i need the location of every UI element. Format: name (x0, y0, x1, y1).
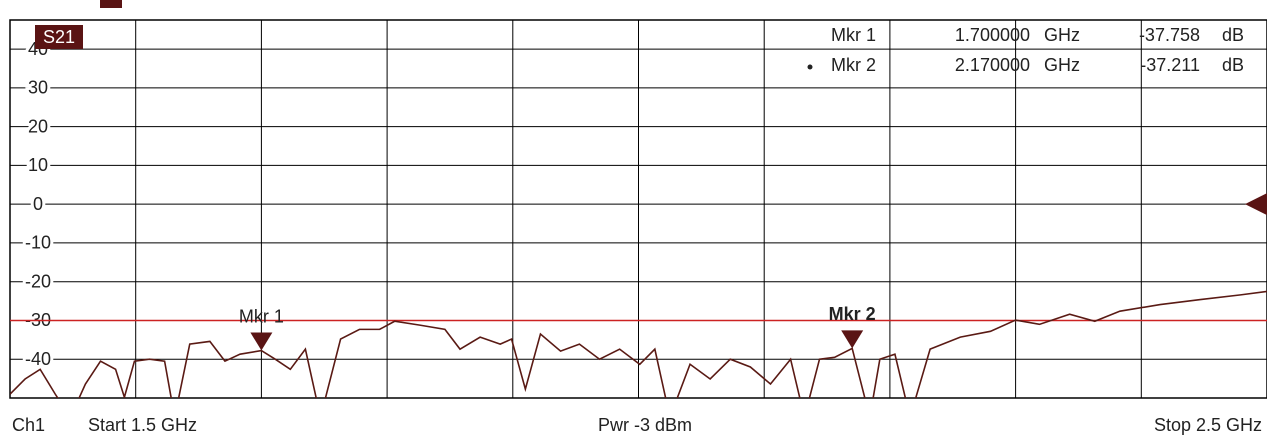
header-fragment (100, 0, 122, 8)
y-tick-label: 10 (28, 155, 48, 175)
trace-label-box (35, 25, 83, 49)
y-tick-label: -10 (25, 233, 51, 253)
marker-table-freq: 1.700000 (955, 25, 1030, 45)
marker-triangle (250, 332, 273, 351)
active-marker-dot (807, 64, 813, 70)
start-freq: Start 1.5 GHz (88, 415, 197, 435)
trace (10, 290, 1267, 398)
channel: Ch1 (12, 415, 45, 435)
marker-triangle (841, 330, 864, 349)
y-tick-label: 0 (33, 194, 43, 214)
marks: Mkr 1 Mkr 1 1.700000 GHz -37.758 dB Mkr 2 Mkr 2… (10, 25, 1267, 398)
marker-table-value: -37.211 (1140, 55, 1200, 75)
power: Pwr -3 dBm (598, 415, 692, 435)
marker-table-freq-unit: GHz (1044, 55, 1080, 75)
stop-freq: Stop 2.5 GHz (1154, 415, 1262, 435)
grid: 403020100-10-20-30-40 (9, 20, 1267, 398)
y-tick-label: -20 (25, 271, 51, 291)
marker-table-value: -37.758 (1139, 25, 1200, 45)
marker-table-unit: dB (1222, 25, 1244, 45)
marker-table-name: Mkr 2 (831, 55, 876, 75)
marker-table-freq: 2.170000 (955, 55, 1030, 75)
marker-table-freq-unit: GHz (1044, 25, 1080, 45)
marker-table-unit: dB (1222, 55, 1244, 75)
y-tick-label: 30 (28, 78, 48, 98)
marker-label: Mkr 2 (829, 304, 876, 324)
reference-marker (1245, 193, 1267, 216)
trace-label: S21 (43, 27, 75, 47)
y-tick-label: -40 (25, 349, 51, 369)
marker-table-name: Mkr 1 (831, 25, 876, 45)
marker-label: Mkr 1 (239, 306, 284, 326)
y-tick-label: 20 (28, 116, 48, 136)
